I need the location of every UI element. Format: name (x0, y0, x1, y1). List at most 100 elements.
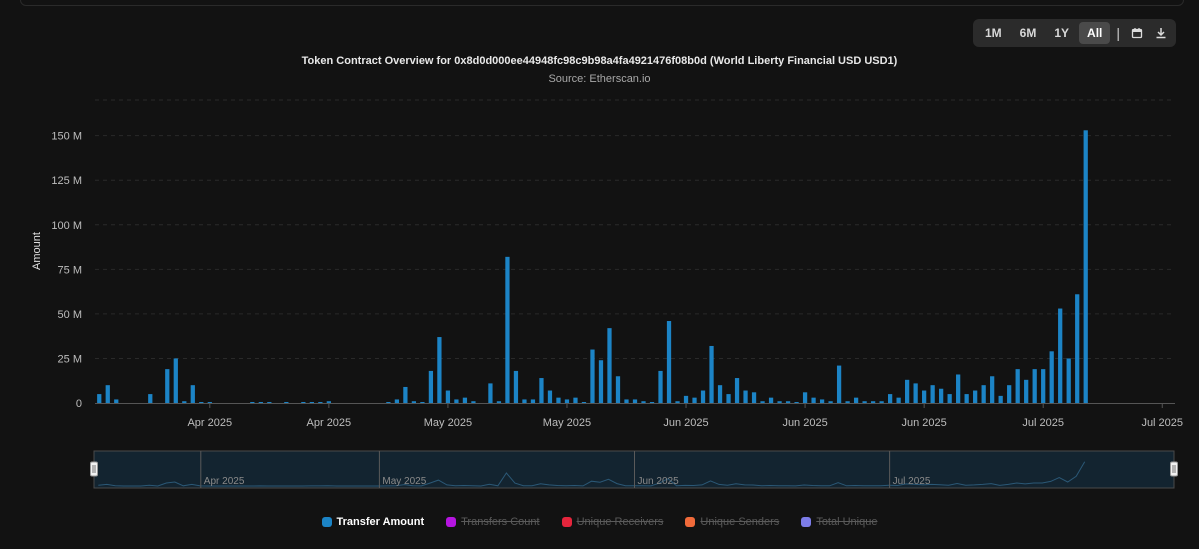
bar[interactable] (462, 397, 468, 403)
bar[interactable] (1024, 379, 1029, 403)
bar[interactable] (990, 376, 995, 403)
bar[interactable] (471, 401, 476, 403)
download-icon[interactable] (1150, 22, 1172, 44)
bar[interactable] (267, 402, 272, 403)
bar[interactable] (284, 402, 289, 403)
bar[interactable] (1058, 308, 1063, 403)
bar[interactable] (445, 390, 451, 403)
calendar-icon[interactable] (1126, 22, 1148, 44)
bar[interactable] (496, 401, 502, 403)
bar[interactable] (811, 397, 816, 403)
bar[interactable] (326, 401, 331, 403)
bar[interactable] (896, 397, 901, 403)
bar[interactable] (802, 392, 808, 403)
bar[interactable] (870, 401, 876, 403)
bar[interactable] (751, 392, 757, 403)
bar[interactable] (530, 399, 536, 403)
bar[interactable] (717, 385, 723, 403)
bar[interactable] (1032, 369, 1037, 403)
bar[interactable] (828, 401, 833, 403)
bar[interactable] (649, 402, 655, 403)
bar[interactable] (922, 390, 927, 403)
bar[interactable] (973, 390, 978, 403)
bar[interactable] (522, 399, 527, 403)
bar[interactable] (956, 374, 961, 403)
bar[interactable] (505, 256, 510, 403)
range-all-button[interactable]: All (1079, 22, 1111, 44)
bar[interactable] (386, 402, 391, 403)
bar[interactable] (564, 399, 570, 403)
bar[interactable] (692, 397, 697, 403)
bar[interactable] (1083, 130, 1088, 404)
bar[interactable] (207, 402, 212, 403)
bar[interactable] (734, 378, 740, 403)
bar[interactable] (590, 349, 595, 403)
bar[interactable] (939, 388, 944, 403)
legend-item[interactable]: Transfers Count (446, 516, 540, 528)
bar[interactable] (658, 370, 663, 403)
bar[interactable] (420, 402, 425, 403)
bar[interactable] (905, 379, 910, 403)
range-1y-button[interactable]: 1Y (1054, 26, 1070, 40)
bar[interactable] (488, 383, 493, 403)
bar[interactable] (700, 390, 706, 403)
legend-item[interactable]: Unique Senders (685, 516, 779, 528)
bar[interactable] (165, 369, 170, 403)
bar[interactable] (301, 402, 306, 403)
bar[interactable] (547, 390, 553, 403)
bar[interactable] (836, 365, 842, 403)
bar[interactable] (930, 385, 935, 403)
bar[interactable] (411, 401, 417, 403)
bar[interactable] (785, 401, 791, 403)
bar[interactable] (1049, 351, 1054, 403)
bar[interactable] (318, 402, 323, 403)
range-1m-button[interactable]: 1M (985, 26, 1002, 40)
bar[interactable] (709, 345, 714, 403)
bar[interactable] (862, 401, 867, 403)
bar[interactable] (683, 395, 689, 403)
bar[interactable] (250, 402, 255, 403)
bar[interactable] (641, 401, 646, 403)
bar[interactable] (845, 401, 850, 403)
bar[interactable] (309, 402, 314, 403)
bar[interactable] (1015, 369, 1020, 403)
bar[interactable] (598, 360, 604, 403)
bar[interactable] (624, 399, 629, 403)
bar[interactable] (743, 390, 748, 403)
legend-item[interactable]: Unique Receivers (561, 516, 663, 528)
bar[interactable] (182, 401, 187, 403)
bar[interactable] (105, 385, 110, 403)
navigator-window[interactable] (93, 450, 1175, 489)
bar[interactable] (675, 401, 680, 403)
bar[interactable] (513, 370, 519, 403)
bar[interactable] (632, 399, 638, 403)
bar[interactable] (947, 394, 952, 403)
bar[interactable] (190, 385, 195, 403)
bar[interactable] (913, 383, 918, 403)
bar[interactable] (173, 358, 178, 403)
navigator-right-handle[interactable] (1170, 461, 1178, 477)
bar[interactable] (403, 386, 408, 403)
bar[interactable] (581, 402, 587, 403)
bar[interactable] (666, 321, 672, 403)
bar[interactable] (887, 394, 893, 403)
bar[interactable] (760, 401, 765, 403)
legend-item[interactable]: Total Unique (801, 516, 877, 528)
bar[interactable] (97, 394, 102, 403)
bar[interactable] (199, 402, 204, 403)
bar[interactable] (1007, 385, 1012, 403)
bar[interactable] (1041, 369, 1046, 403)
bar[interactable] (964, 394, 969, 403)
bar[interactable] (998, 395, 1003, 403)
legend-item[interactable]: Transfer Amount (321, 516, 424, 528)
bar[interactable] (114, 399, 119, 403)
bar[interactable] (819, 399, 825, 403)
bar[interactable] (607, 328, 612, 403)
bar[interactable] (454, 399, 459, 403)
bar[interactable] (768, 397, 774, 403)
bar[interactable] (1066, 358, 1071, 403)
bar[interactable] (428, 370, 434, 403)
navigator-left-handle[interactable] (90, 461, 98, 477)
bar[interactable] (853, 397, 859, 403)
bar[interactable] (394, 399, 400, 403)
